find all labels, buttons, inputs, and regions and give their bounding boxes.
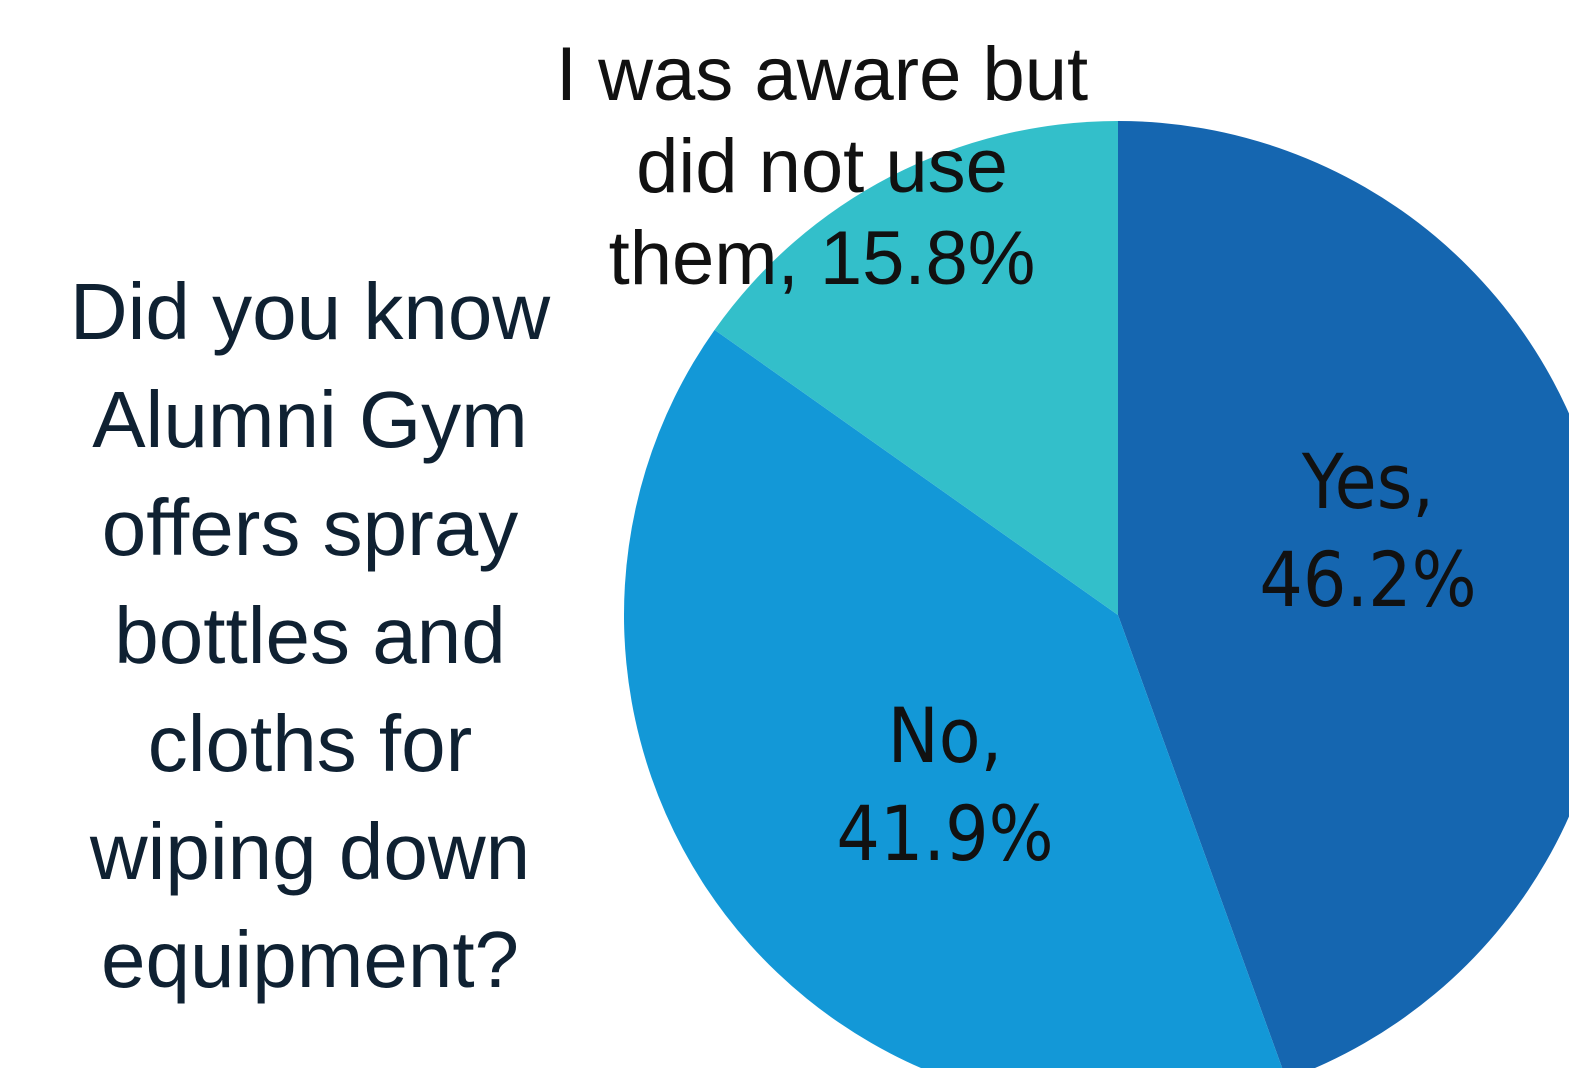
chart-title-line-4: bottles and <box>114 591 506 680</box>
chart-title-line-1: Did you know <box>69 267 551 356</box>
pie-slice-no <box>624 329 1283 1068</box>
chart-title: Did you know Alumni Gym offers spray bot… <box>30 258 590 1014</box>
data-label-line: 41.9% <box>836 791 1053 879</box>
chart-title-line-6: wiping down <box>89 807 531 896</box>
data-label-line: Yes, <box>1301 439 1434 527</box>
pie-slice-yes <box>1118 121 1569 1068</box>
data-label-i-was-aware-but-did-not-use-them: I was aware but did not use them, 15.8% <box>556 32 1088 301</box>
data-label-no: No, 41.9% <box>836 693 1053 879</box>
chart-title-line-5: cloths for <box>147 699 473 788</box>
pie-slice-i-was-aware-but-did-not-use-them <box>714 120 1118 616</box>
data-label-yes: Yes, 46.2% <box>1259 439 1476 625</box>
data-label-line: did not use <box>636 124 1008 209</box>
data-label-line: them, 15.8% <box>609 216 1036 301</box>
chart-title-line-7: equipment? <box>100 915 520 1004</box>
data-label-line: No, <box>888 693 1003 781</box>
data-label-line: 46.2% <box>1259 537 1476 625</box>
chart-title-line-3: offers spray <box>101 483 519 572</box>
data-label-line: I was aware but <box>556 32 1088 117</box>
pie-labels: Yes, 46.2% No, 41.9% I was aware but did not … <box>556 32 1477 879</box>
pie-slices <box>624 120 1569 1068</box>
chart-title-line-2: Alumni Gym <box>92 375 528 464</box>
